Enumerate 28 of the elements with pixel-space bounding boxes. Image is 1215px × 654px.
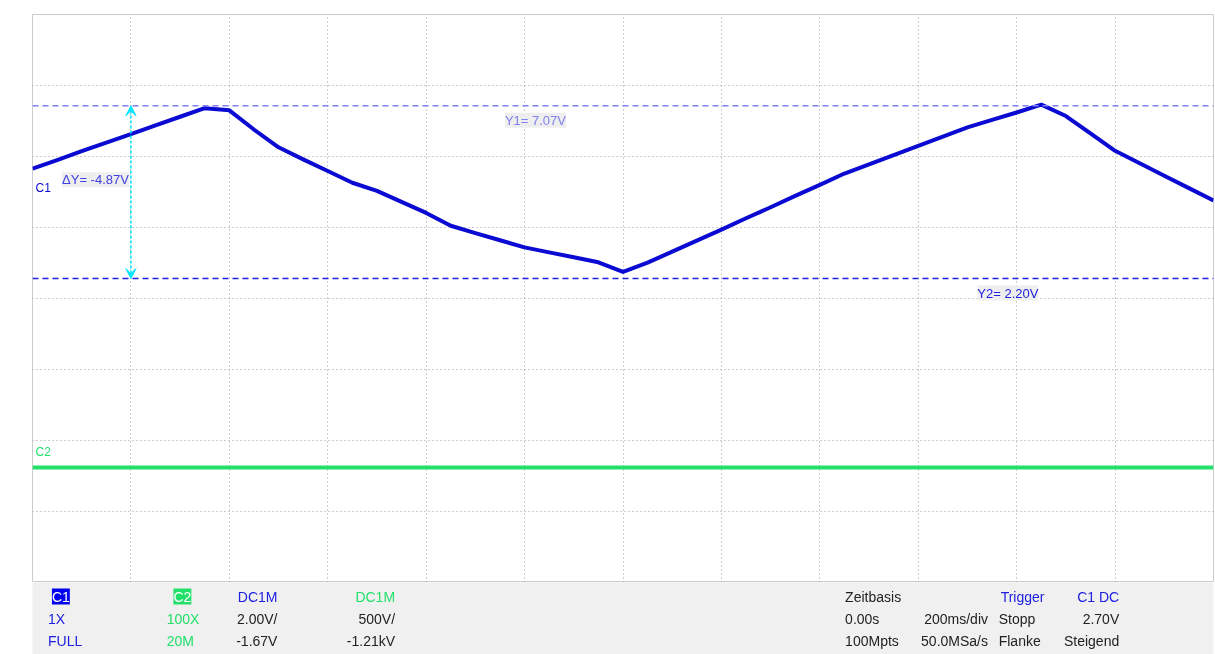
series-label: C2 xyxy=(35,445,52,460)
text: Steigend xyxy=(1063,632,1120,649)
text: C2 xyxy=(173,588,192,605)
text: 100X xyxy=(166,610,200,627)
text: 2.00V/ xyxy=(236,610,278,627)
text: Stopp xyxy=(998,610,1036,627)
text: 50.0MSa/s xyxy=(921,632,989,649)
text: DC1M xyxy=(237,588,278,605)
text: 2.70V xyxy=(1082,610,1120,627)
text: C1 DC xyxy=(1077,588,1120,605)
text: FULL xyxy=(48,632,83,649)
ref-line-label: Y1= 7.07V xyxy=(504,112,567,128)
text: 100Mpts xyxy=(845,632,899,649)
annotation: ΔY= -4.87V xyxy=(62,172,130,188)
text: Flanke xyxy=(998,632,1041,649)
text: 200ms/div xyxy=(924,610,988,627)
ref-line-label: Y2= 2.20V xyxy=(977,285,1039,301)
text: 0.00s xyxy=(845,610,880,627)
text: 20M xyxy=(166,632,194,649)
text: C1 xyxy=(51,588,71,605)
text: Trigger xyxy=(1000,588,1045,605)
text: -1.21kV xyxy=(346,632,396,649)
text: Zeitbasis xyxy=(845,588,902,605)
series-label: C1 xyxy=(35,180,52,195)
text: 1X xyxy=(48,610,66,627)
text: -1.67V xyxy=(236,632,279,649)
text: 500V/ xyxy=(358,610,396,627)
text: DC1M xyxy=(355,588,396,605)
